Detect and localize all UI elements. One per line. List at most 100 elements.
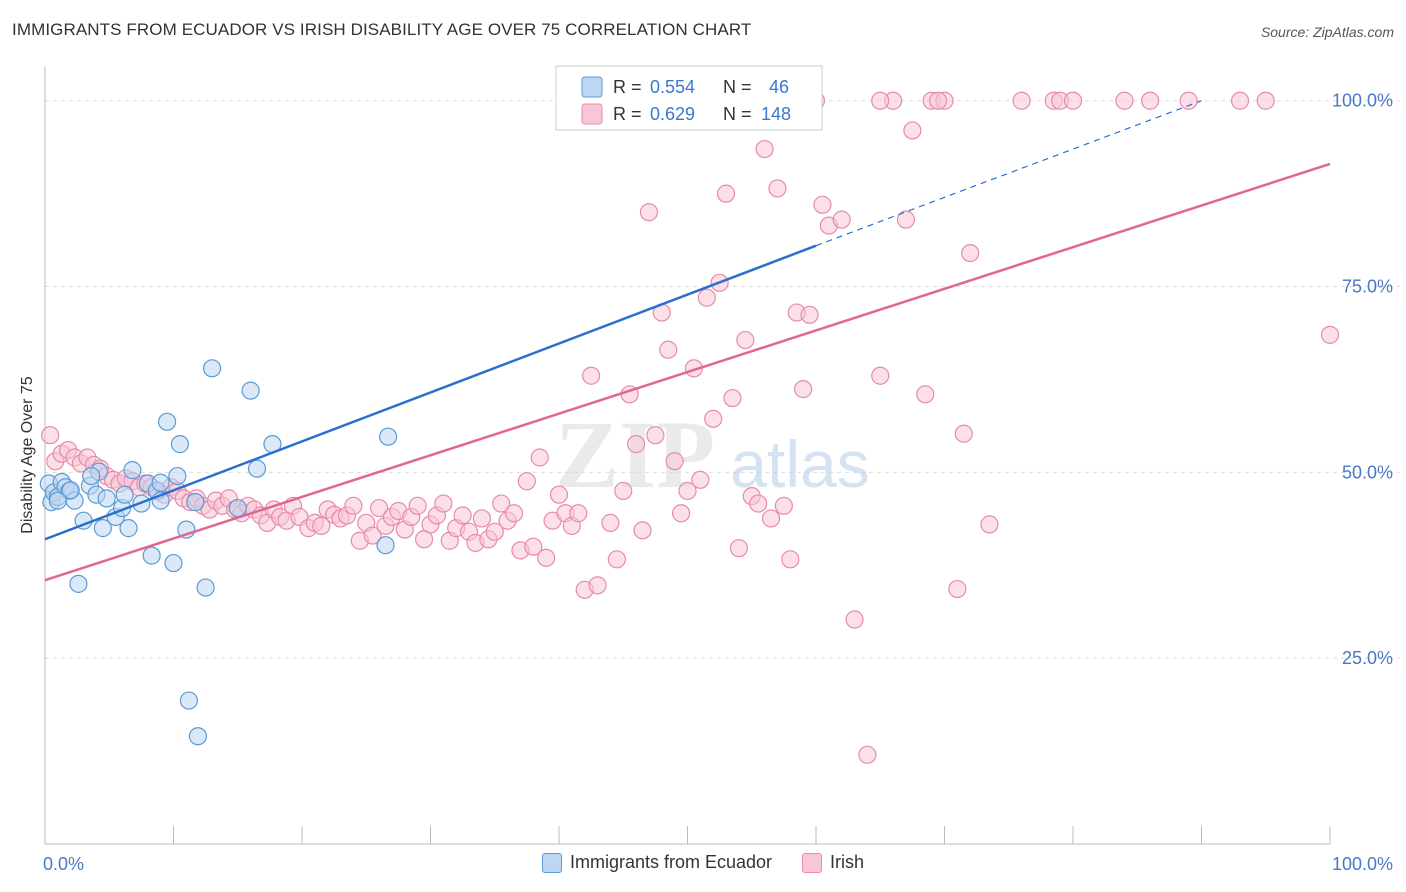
data-point (916, 385, 935, 404)
data-point (607, 550, 626, 569)
legend-r-label: R = (613, 77, 642, 97)
data-point (691, 470, 710, 489)
legend-r-value: 0.554 (650, 77, 695, 97)
data-point (48, 491, 67, 510)
data-point (376, 536, 395, 555)
data-point (142, 546, 161, 565)
data-point (524, 537, 543, 556)
data-point (164, 553, 183, 573)
trend-line-ecuador (44, 244, 817, 541)
data-point (485, 522, 504, 541)
data-point (186, 492, 205, 512)
data-point (601, 513, 620, 533)
legend-swatch-pink (802, 852, 823, 873)
x-tick-label: 0.0% (43, 854, 84, 874)
data-point (241, 381, 260, 400)
y-tick-label: 100.0% (1332, 91, 1393, 111)
data-point (1230, 91, 1250, 110)
y-tick-label: 75.0% (1342, 277, 1393, 297)
data-point (434, 494, 453, 513)
data-point (168, 466, 187, 486)
legend-r-label: R = (613, 104, 642, 124)
data-point (312, 516, 331, 535)
trend-line-irish (44, 162, 1331, 582)
x-tick-label: 100.0% (1332, 854, 1393, 874)
data-point (639, 203, 659, 222)
data-point (729, 539, 749, 558)
data-point (736, 330, 755, 350)
data-point (832, 210, 851, 229)
data-point (196, 578, 215, 597)
data-point (665, 452, 684, 471)
trend-line-ecuador-extension (815, 100, 1202, 247)
grid-layer (45, 100, 1400, 659)
data-point (980, 515, 999, 534)
data-point (794, 380, 813, 399)
data-point (69, 574, 88, 593)
data-point (549, 485, 569, 504)
data-point (749, 494, 768, 513)
data-point (659, 340, 678, 359)
data-point (781, 550, 800, 569)
legend-item-irish: Irish (802, 852, 864, 873)
data-point (61, 481, 80, 500)
data-point (517, 472, 536, 491)
data-point (1320, 325, 1340, 344)
data-point (378, 427, 398, 446)
data-point (755, 139, 774, 159)
data-point (704, 409, 723, 428)
data-point (344, 496, 363, 515)
legend-r-value: 0.629 (650, 104, 695, 124)
data-point (800, 305, 819, 324)
data-point (247, 459, 267, 478)
trend-layer (44, 100, 1331, 582)
data-point (614, 481, 633, 501)
legend-box: R = 0.554 N = 46 R = 0.629 N = 148 (555, 65, 823, 131)
data-point (774, 496, 793, 515)
data-point (82, 466, 101, 486)
data-point (768, 179, 787, 198)
data-point (961, 244, 980, 263)
data-point (1140, 91, 1160, 110)
data-point (93, 519, 112, 538)
data-point (202, 359, 222, 378)
legend-n-label: N = (723, 104, 752, 124)
data-point (626, 435, 646, 454)
data-point (588, 576, 607, 595)
data-point (97, 489, 116, 508)
tick-labels: 25.0% 50.0% 75.0% 100.0% 0.0% 100.0% (43, 91, 1393, 874)
data-point (646, 426, 665, 445)
legend-label-ecuador: Immigrants from Ecuador (569, 852, 773, 872)
data-point (1256, 91, 1275, 110)
data-point (492, 494, 511, 513)
data-point (179, 691, 199, 710)
data-point (678, 481, 697, 501)
data-point (41, 426, 60, 445)
axes-layer (44, 67, 1331, 845)
chart-title: IMMIGRANTS FROM ECUADOR VS IRISH DISABIL… (12, 20, 752, 39)
data-point (530, 448, 549, 467)
data-point (813, 195, 832, 214)
bottom-legend: Immigrants from Ecuador Irish (0, 852, 1406, 873)
legend-item-ecuador: Immigrants from Ecuador (541, 852, 773, 873)
data-point (170, 435, 190, 454)
data-point (363, 526, 382, 545)
legend-label-irish: Irish (830, 852, 865, 872)
legend-n-value: 148 (761, 104, 791, 124)
data-point (537, 548, 556, 567)
data-point (761, 509, 781, 528)
data-point (871, 366, 890, 385)
data-point (903, 121, 922, 140)
data-point (723, 388, 742, 408)
data-point (1063, 91, 1083, 110)
data-point (188, 727, 208, 746)
data-point (871, 91, 890, 110)
data-point (858, 745, 877, 764)
data-point (1179, 91, 1198, 110)
data-point (453, 506, 472, 525)
data-point (928, 91, 948, 110)
data-point (716, 184, 736, 203)
data-point (472, 509, 491, 528)
y-tick-label: 25.0% (1342, 648, 1393, 668)
